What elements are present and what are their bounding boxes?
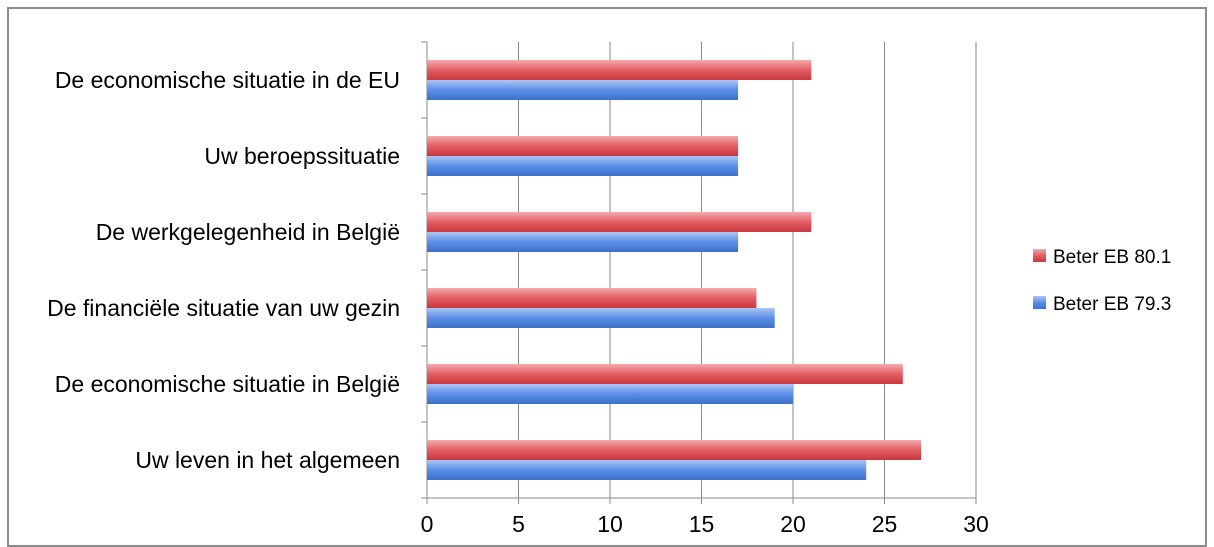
bar-chart: De economische situatie in de EU Uw beroe…: [47, 41, 1171, 534]
category-label: Uw beroepssituatie: [204, 143, 400, 169]
axes: [421, 41, 977, 504]
bars: [427, 60, 922, 480]
category-label: Uw leven in het algemeen: [135, 447, 400, 473]
category-label: De economische situatie in België: [55, 371, 400, 397]
bar: [427, 80, 739, 100]
x-tick-labels: 0 5 10 15 20 25 30: [421, 511, 989, 534]
bar: [427, 364, 903, 384]
bar: [427, 384, 793, 404]
gridlines: [518, 42, 977, 498]
category-label: De economische situatie in de EU: [55, 67, 400, 93]
bar: [427, 60, 812, 80]
bar: [427, 136, 739, 156]
bar: [427, 212, 812, 232]
category-label: De financiële situatie van uw gezin: [47, 295, 400, 321]
legend-label: Beter EB 79.3: [1053, 294, 1171, 315]
category-label: De werkgelegenheid in België: [96, 219, 400, 245]
bar: [427, 440, 922, 460]
x-tick-label: 25: [872, 511, 898, 534]
bar: [427, 308, 775, 328]
bar: [427, 288, 757, 308]
legend-swatch: [1033, 249, 1046, 262]
category-labels: De economische situatie in de EU Uw beroe…: [47, 67, 400, 473]
x-tick-label: 0: [421, 511, 434, 534]
x-tick-label: 30: [963, 511, 989, 534]
bar: [427, 460, 867, 480]
bar: [427, 232, 739, 252]
legend: Beter EB 80.1 Beter EB 79.3: [1033, 247, 1171, 315]
x-tick-label: 15: [689, 511, 715, 534]
x-tick-label: 10: [597, 511, 623, 534]
bar: [427, 156, 739, 176]
legend-swatch: [1033, 296, 1046, 309]
legend-label: Beter EB 80.1: [1053, 247, 1171, 268]
x-tick-label: 20: [780, 511, 806, 534]
x-tick-label: 5: [512, 511, 525, 534]
